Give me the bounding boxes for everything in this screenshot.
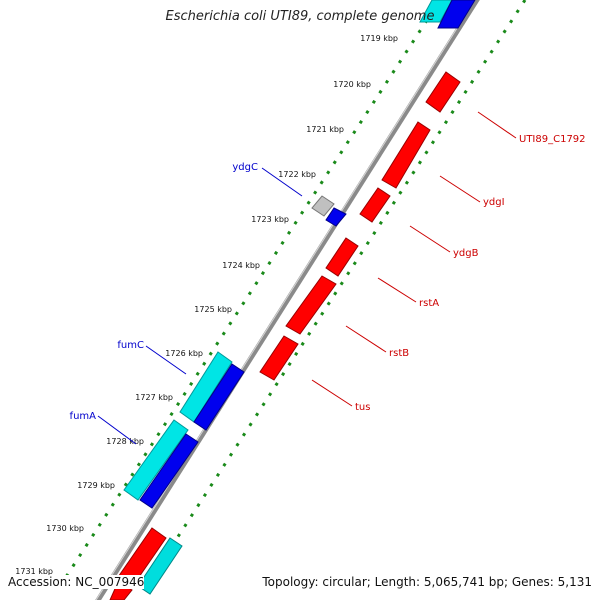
gene-arrow-bottom-teal [137, 537, 183, 595]
gene-label-fumA: fumA [70, 411, 97, 422]
tick-label: 1729 kbp [77, 481, 115, 490]
genome-summary-text: Topology: circular; Length: 5,065,741 bp… [262, 575, 592, 589]
gene-label-fumC: fumC [117, 340, 144, 351]
right-label-leaders [311, 111, 517, 407]
gene-arrow-fumA-cyan [123, 419, 189, 501]
left-labels: ydgC fumC fumA [70, 162, 258, 422]
gene-label-rstB: rstB [389, 348, 409, 359]
leader-ydgB [409, 225, 451, 253]
leader-ydgI [439, 175, 481, 203]
map-title: Escherichia coli UTI89, complete genome [165, 9, 435, 24]
gene-arrow-top-cyan [419, 0, 453, 23]
gene-arrow-fumA-blue [139, 433, 199, 509]
tick-label: 1727 kbp [135, 393, 173, 402]
gene-arrow-ydgC-grey [311, 195, 335, 217]
gene-label-rstA: rstA [419, 298, 439, 309]
scale-ticks: 1719 kbp 1720 kbp 1721 kbp 1722 kbp 1723… [15, 34, 398, 576]
genome-backbone [95, 0, 480, 600]
left-label-leaders [97, 167, 303, 445]
genome-backbone-highlight [95, 0, 476, 600]
gene-arrow-rstA [325, 237, 359, 277]
gene-label-UTI89_C1792: UTI89_C1792 [519, 134, 586, 145]
tick-label: 1731 kbp [15, 567, 53, 576]
tick-label: 1720 kbp [333, 80, 371, 89]
gene-arrow-ydgB [359, 187, 391, 223]
leader-UTI89_C1792 [477, 111, 517, 139]
leader-rstA [377, 277, 417, 303]
gene-arrow-ydgC-blue [325, 207, 347, 227]
tick-label: 1728 kbp [106, 437, 144, 446]
gene-arrow-ydgI [381, 121, 431, 189]
tick-label: 1722 kbp [278, 170, 316, 179]
leader-tus [311, 379, 353, 407]
leader-rstB [345, 325, 387, 353]
tick-label: 1725 kbp [194, 305, 232, 314]
gene-label-ydgI: ydgI [483, 197, 505, 208]
outer-dotted-track [62, 0, 442, 581]
tick-label: 1726 kbp [165, 349, 203, 358]
gene-arrow-tus [259, 335, 299, 381]
gene-label-ydgB: ydgB [453, 248, 479, 259]
gene-label-ydgC: ydgC [232, 162, 258, 173]
accession-text: Accession: NC_007946 [8, 575, 145, 589]
gene-label-tus: tus [355, 402, 370, 413]
tick-label: 1719 kbp [360, 34, 398, 43]
leader-fumA [97, 415, 137, 445]
gene-arrow-UTI89_C1792 [425, 71, 461, 113]
right-labels: UTI89_C1792 ydgI ydgB rstA rstB tus [355, 134, 586, 413]
tick-label: 1721 kbp [306, 125, 344, 134]
leader-ydgC [261, 167, 303, 197]
tick-label: 1730 kbp [46, 524, 84, 533]
gene-arrow-top-blue [437, 0, 476, 29]
tick-label: 1723 kbp [251, 215, 289, 224]
tick-label: 1724 kbp [222, 261, 260, 270]
gene-arrow-fumC-blue [193, 363, 245, 431]
leader-fumC [145, 345, 187, 375]
gene-arrow-rstB [285, 275, 337, 335]
